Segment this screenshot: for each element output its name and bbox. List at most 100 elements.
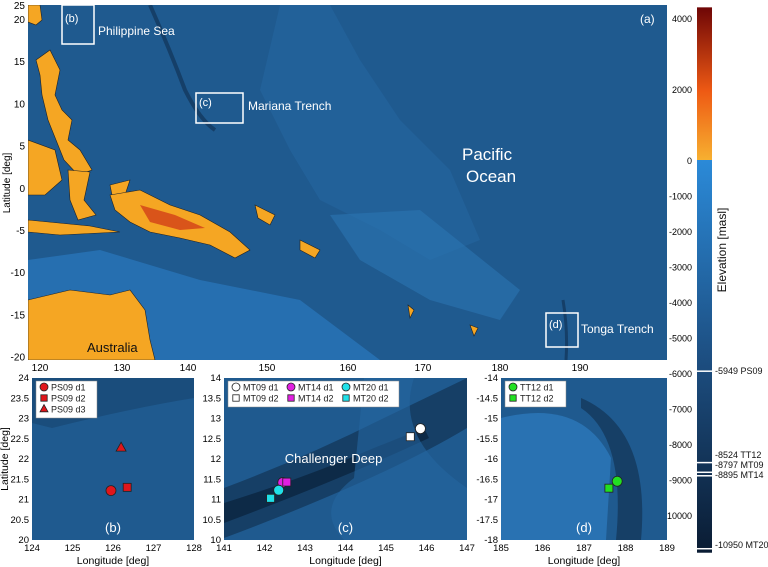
square-marker bbox=[40, 394, 48, 402]
square-marker-tt12-d2 bbox=[604, 483, 614, 493]
ytick: 10.5 bbox=[203, 515, 222, 526]
ytick: 13 bbox=[210, 414, 221, 425]
xtick: 185 bbox=[493, 543, 509, 554]
circle-marker bbox=[39, 382, 49, 392]
label-mariana-trench: Mariana Trench bbox=[248, 99, 331, 113]
legend-label: MT20 d1 bbox=[353, 383, 389, 393]
main-xtick: 190 bbox=[572, 363, 589, 374]
xtick: 145 bbox=[378, 543, 394, 554]
xtick: 124 bbox=[24, 543, 40, 554]
ytick: 23 bbox=[18, 414, 29, 425]
xtick: 127 bbox=[146, 543, 162, 554]
colorbar-tick: -4000 bbox=[669, 298, 692, 308]
colorbar-tick: -10000 bbox=[664, 511, 692, 521]
ytick: -17 bbox=[484, 495, 498, 506]
label-pacific: Pacific bbox=[462, 145, 513, 164]
trench bbox=[148, 5, 217, 132]
main-ticks: 120 130 140 150 160 170 180 190 20 15 10 5 0 -5 -10 -15… bbox=[11, 1, 589, 374]
main-ytick: -5 bbox=[16, 226, 25, 237]
xtick: 146 bbox=[419, 543, 435, 554]
circle-marker-mt09-d1 bbox=[415, 423, 426, 435]
legend-label: TT12 d2 bbox=[520, 394, 554, 404]
box-label-d: (d) bbox=[549, 319, 562, 331]
colorbar-marker-label: -8797 MT09 bbox=[715, 460, 764, 470]
circle-marker bbox=[286, 382, 296, 392]
main-ytick: -15 bbox=[11, 310, 26, 321]
colorbar-tick: -6000 bbox=[669, 369, 692, 379]
ytick: -17.5 bbox=[476, 515, 498, 526]
circle-marker bbox=[508, 382, 518, 392]
label-philippine-sea: Philippine Sea bbox=[98, 24, 175, 38]
main-xtick: 160 bbox=[340, 363, 357, 374]
label-australia: Australia bbox=[87, 340, 138, 355]
ytick: 24 bbox=[18, 373, 29, 384]
colorbar-tick: -5000 bbox=[669, 334, 692, 344]
ytick: -14.5 bbox=[476, 393, 498, 404]
ytick: 10 bbox=[210, 535, 221, 546]
main-ytick: 0 bbox=[19, 184, 25, 195]
main-xtick: 150 bbox=[259, 363, 276, 374]
colorbar-tick: 2000 bbox=[672, 85, 692, 95]
xtick: 187 bbox=[576, 543, 592, 554]
colorbar-marker-label: -8524 TT12 bbox=[715, 450, 761, 460]
triangle-marker-ps09-d3 bbox=[115, 441, 127, 452]
inset-box-b bbox=[61, 5, 95, 45]
main-ytick: 25 bbox=[14, 1, 26, 12]
legend-label: PS09 d3 bbox=[51, 405, 86, 415]
ytick: 20.5 bbox=[11, 515, 30, 526]
xtick: 147 bbox=[459, 543, 475, 554]
ytick: 22.5 bbox=[11, 434, 30, 445]
panel-label: (d) bbox=[576, 520, 592, 535]
triangle-marker bbox=[39, 403, 49, 413]
ytick: 21 bbox=[18, 495, 29, 506]
main-xtick: 120 bbox=[32, 363, 49, 374]
ytick: -14 bbox=[484, 373, 498, 384]
main-ylabel: Latitude [deg] bbox=[2, 152, 13, 213]
main-ytick: 20 bbox=[14, 15, 26, 26]
xtick: 188 bbox=[618, 543, 634, 554]
shallow-region bbox=[501, 413, 611, 540]
xlabel: Longitude [deg] bbox=[548, 555, 620, 567]
circle-marker-ps09-d1 bbox=[105, 485, 117, 496]
legend-box bbox=[227, 380, 400, 408]
xlabel: Longitude [deg] bbox=[77, 555, 149, 567]
xtick: 143 bbox=[297, 543, 313, 554]
square-marker-mt14-d2 bbox=[282, 477, 292, 487]
ytick: -16 bbox=[484, 454, 498, 465]
main-ytick: 10 bbox=[14, 99, 26, 110]
colorbar-tick: -9000 bbox=[669, 476, 692, 486]
xtick: 125 bbox=[65, 543, 81, 554]
shallow-region bbox=[260, 5, 480, 260]
main-ytick: 5 bbox=[19, 142, 25, 153]
ytick: 11 bbox=[211, 495, 221, 506]
xtick: 142 bbox=[257, 543, 273, 554]
xtick: 189 bbox=[659, 543, 675, 554]
square-marker bbox=[342, 394, 350, 402]
colorbar-tick: -3000 bbox=[669, 263, 692, 273]
ytick: 22 bbox=[18, 454, 29, 465]
square-marker-ps09-d2 bbox=[122, 482, 132, 492]
ytick: -15.5 bbox=[476, 434, 498, 445]
circle-marker-tt12-d1 bbox=[611, 475, 623, 487]
main-xtick: 140 bbox=[180, 363, 197, 374]
box-label-b: (b) bbox=[65, 13, 78, 25]
colorbar-tick: -7000 bbox=[669, 405, 692, 415]
inset-box-c bbox=[195, 92, 244, 124]
box-label-c: (c) bbox=[199, 97, 212, 109]
colorbar-tick: -2000 bbox=[669, 227, 692, 237]
ytick: -18 bbox=[484, 535, 498, 546]
colorbar-tick: -1000 bbox=[669, 192, 692, 202]
inset-box-d bbox=[545, 312, 579, 348]
legend-label: TT12 d1 bbox=[520, 383, 554, 393]
ytick: 23.5 bbox=[11, 393, 30, 404]
legend-label: MT09 d2 bbox=[243, 394, 279, 404]
label-ocean: Ocean bbox=[466, 167, 516, 186]
square-marker bbox=[287, 394, 295, 402]
xtick: 126 bbox=[105, 543, 121, 554]
